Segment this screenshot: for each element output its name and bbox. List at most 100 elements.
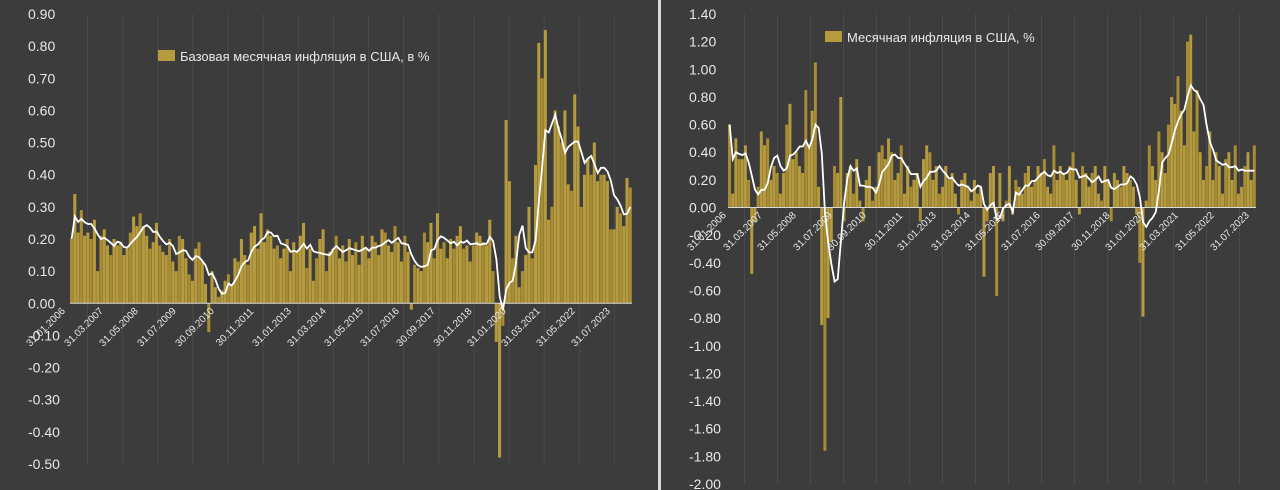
bar	[266, 229, 270, 304]
bar	[491, 271, 495, 304]
y-tick-label: 0.40	[689, 144, 716, 160]
bar	[1186, 41, 1190, 208]
y-tick-label: -2.00	[689, 476, 721, 490]
bar	[1119, 186, 1123, 208]
bar	[1052, 145, 1056, 208]
bar	[801, 172, 805, 208]
chart-headline-inflation-svg: -2.00 -1.80 -1.60 -1.40 -1.20 -1.00 -0.80 -0.60…	[686, 6, 1256, 490]
bar	[236, 261, 240, 304]
bar	[550, 206, 554, 304]
bar	[1068, 166, 1072, 208]
y-tick-label: 0.70	[28, 70, 55, 86]
bar	[226, 274, 230, 304]
bar	[734, 138, 738, 208]
bar	[1036, 166, 1040, 208]
bar	[1033, 179, 1037, 208]
bar	[586, 158, 590, 304]
bar	[1061, 172, 1065, 208]
bar	[112, 239, 116, 304]
bar	[750, 207, 754, 274]
bar	[1074, 179, 1078, 208]
y-tick-label: -1.60	[689, 421, 721, 437]
bar	[890, 152, 894, 208]
x-axis: 31.01.200631.03.200731.05.200831.07.2009…	[686, 210, 1252, 253]
legend-swatch	[825, 31, 842, 42]
bar	[918, 207, 922, 222]
bar	[864, 179, 868, 208]
bar	[817, 186, 821, 208]
bar	[154, 222, 159, 304]
bar	[475, 232, 479, 304]
bar	[413, 264, 417, 304]
bar	[566, 184, 570, 304]
y-tick-label: -1.40	[689, 393, 721, 409]
bar	[403, 235, 407, 304]
y-tick-label: -0.20	[28, 360, 60, 376]
bar	[269, 235, 273, 304]
bar	[416, 267, 420, 304]
bar	[471, 245, 475, 304]
bar	[1100, 200, 1104, 208]
y-tick-label: 0.40	[28, 167, 55, 183]
bar	[484, 245, 489, 304]
bar	[1205, 166, 1209, 208]
bar	[337, 258, 341, 304]
bar	[1046, 186, 1050, 208]
bar	[252, 226, 257, 304]
bar	[1122, 166, 1126, 208]
bar	[1030, 186, 1034, 208]
bar	[386, 245, 391, 304]
bar	[324, 271, 328, 304]
y-tick-label: 0.60	[689, 117, 716, 133]
bar	[1039, 172, 1043, 208]
bar	[1144, 200, 1148, 208]
bar	[589, 174, 593, 304]
bar	[820, 207, 824, 326]
bar	[963, 172, 967, 208]
bar	[1233, 145, 1237, 208]
bar	[334, 235, 338, 304]
bar	[893, 179, 897, 208]
bar	[177, 235, 181, 304]
y-tick-label: 0.80	[689, 89, 716, 105]
bar	[605, 181, 609, 304]
bar	[527, 206, 531, 304]
bar	[390, 251, 394, 304]
y-tick-label: 0.90	[28, 6, 55, 22]
bar	[953, 193, 957, 208]
bar	[1208, 131, 1212, 208]
y-tick-label: -1.80	[689, 448, 721, 464]
bar	[612, 229, 616, 304]
bar	[429, 222, 433, 304]
bar	[740, 159, 744, 208]
y-tick-label: 0.80	[28, 38, 55, 54]
bar	[73, 194, 77, 304]
bar	[171, 261, 175, 304]
bar	[1084, 172, 1088, 208]
bar	[1042, 159, 1046, 208]
bar	[367, 258, 371, 304]
bar	[393, 226, 397, 304]
bar	[794, 152, 798, 208]
bar	[1154, 179, 1158, 208]
bar	[141, 226, 145, 304]
bar	[1116, 179, 1120, 208]
x-axis: 31.01.200631.03.200731.05.200831.07.2009…	[25, 306, 613, 349]
bar	[756, 186, 760, 208]
bar	[1001, 207, 1005, 222]
bar	[370, 235, 374, 304]
bar	[602, 174, 606, 304]
bar	[406, 251, 410, 304]
bar	[737, 159, 741, 208]
y-tick-label: 1.20	[689, 34, 716, 50]
bar	[563, 110, 567, 304]
bar	[944, 166, 948, 208]
bar	[184, 258, 188, 304]
bar	[507, 181, 511, 304]
bar	[1214, 152, 1218, 208]
bar	[957, 207, 960, 215]
bar	[848, 166, 852, 208]
bar	[861, 207, 865, 222]
bar	[976, 193, 980, 208]
bar	[1135, 207, 1139, 215]
